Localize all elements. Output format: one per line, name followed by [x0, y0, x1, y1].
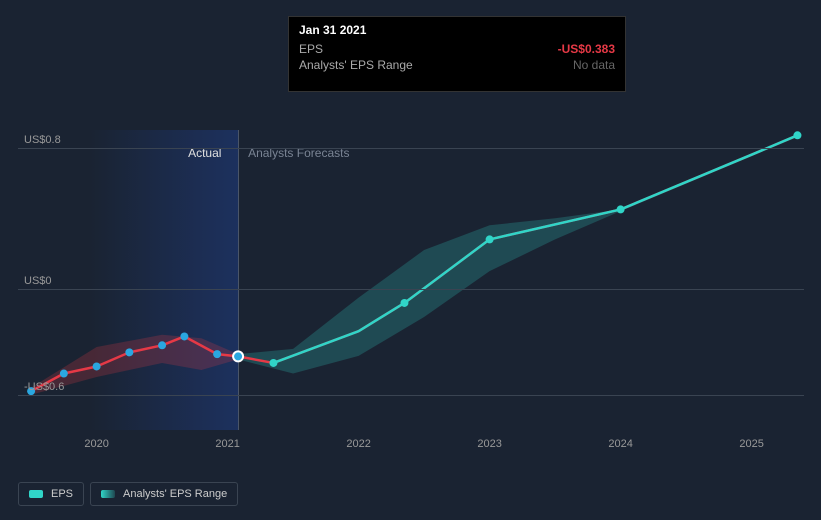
gridline	[18, 148, 804, 149]
legend-item-eps-range[interactable]: Analysts' EPS Range	[90, 482, 238, 506]
chart-legend: EPS Analysts' EPS Range	[18, 482, 238, 506]
tooltip-value: -US$0.383	[558, 42, 615, 56]
legend-label: EPS	[51, 488, 73, 500]
legend-swatch	[29, 490, 43, 498]
x-axis-label: 2022	[346, 438, 370, 450]
tooltip-date: Jan 31 2021	[299, 23, 615, 37]
chart-svg	[18, 130, 804, 430]
tooltip-label: Analysts' EPS Range	[299, 58, 413, 72]
tooltip-row: Analysts' EPS Range No data	[299, 57, 615, 73]
legend-swatch	[101, 490, 115, 498]
plot-area[interactable]: Actual Analysts Forecasts US$0.8US$0-US$…	[18, 130, 804, 430]
x-axis-label: 2025	[739, 438, 763, 450]
y-axis-label: US$0.8	[24, 134, 61, 146]
y-axis-label: US$0	[24, 275, 52, 287]
x-axis-label: 2020	[84, 438, 108, 450]
tooltip-label: EPS	[299, 42, 323, 56]
gridline	[18, 289, 804, 290]
x-axis-label: 2023	[477, 438, 501, 450]
tooltip-value: No data	[573, 58, 615, 72]
x-axis-label: 2021	[215, 438, 239, 450]
eps-chart: Jan 31 2021 EPS -US$0.383 Analysts' EPS …	[18, 0, 821, 520]
legend-label: Analysts' EPS Range	[123, 488, 227, 500]
y-axis-label: -US$0.6	[24, 381, 64, 393]
gridline	[18, 395, 804, 396]
tooltip-row: EPS -US$0.383	[299, 41, 615, 57]
x-axis-label: 2024	[608, 438, 632, 450]
chart-tooltip: Jan 31 2021 EPS -US$0.383 Analysts' EPS …	[288, 16, 626, 92]
legend-item-eps[interactable]: EPS	[18, 482, 84, 506]
